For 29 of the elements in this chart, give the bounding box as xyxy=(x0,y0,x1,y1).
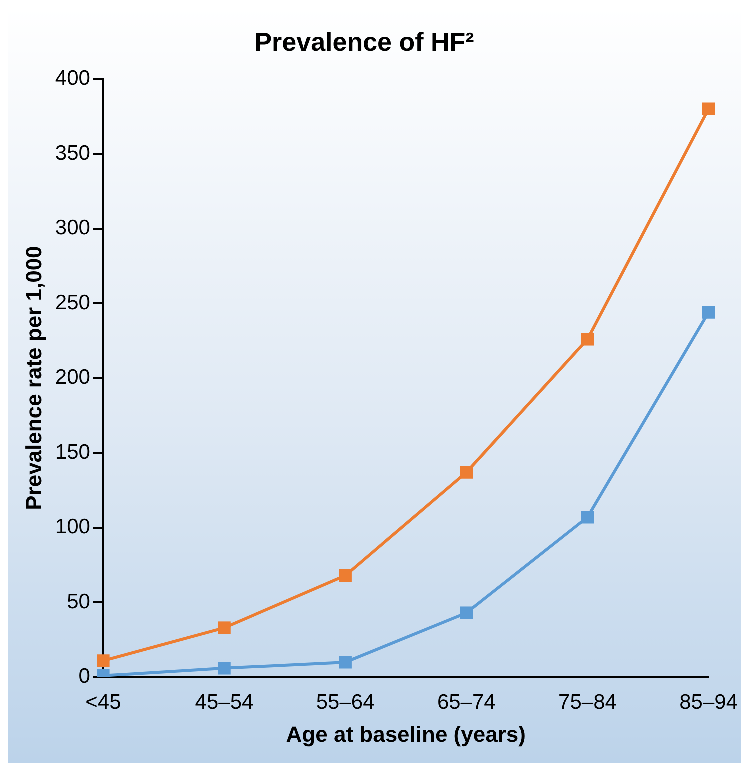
y-tick-label: 350 xyxy=(55,142,90,165)
point xyxy=(702,306,716,319)
point xyxy=(581,333,594,346)
x-tick-label: 45–54 xyxy=(195,690,254,714)
point xyxy=(581,511,594,524)
point xyxy=(339,656,352,669)
y-tick-label: 250 xyxy=(55,291,90,314)
point xyxy=(218,622,231,634)
y-axis-title: Prevalence rate per 1,000 xyxy=(21,246,46,510)
y-tick-label: 300 xyxy=(55,216,90,240)
y-tick-label: 50 xyxy=(67,590,90,614)
x-axis-title: Age at baseline (years) xyxy=(286,722,526,747)
y-tick-label: 200 xyxy=(55,366,90,390)
x-tick-label: <45 xyxy=(86,690,122,714)
point xyxy=(702,102,716,116)
x-tick-label: 65–74 xyxy=(437,690,496,714)
point xyxy=(460,466,474,479)
y-tick-label: 100 xyxy=(55,516,90,539)
point xyxy=(97,654,110,668)
y-tick-label: 150 xyxy=(55,440,90,464)
point xyxy=(339,569,352,582)
chart-title: Prevalence of HF² xyxy=(254,26,475,57)
x-tick-label: 75–84 xyxy=(558,690,618,714)
point xyxy=(460,606,474,620)
y-tick-label: 400 xyxy=(55,66,90,90)
point xyxy=(218,662,231,675)
x-tick-label: 85–94 xyxy=(680,690,738,714)
y-tick-label: 0 xyxy=(78,665,90,688)
x-tick-label: 55–64 xyxy=(316,690,376,714)
